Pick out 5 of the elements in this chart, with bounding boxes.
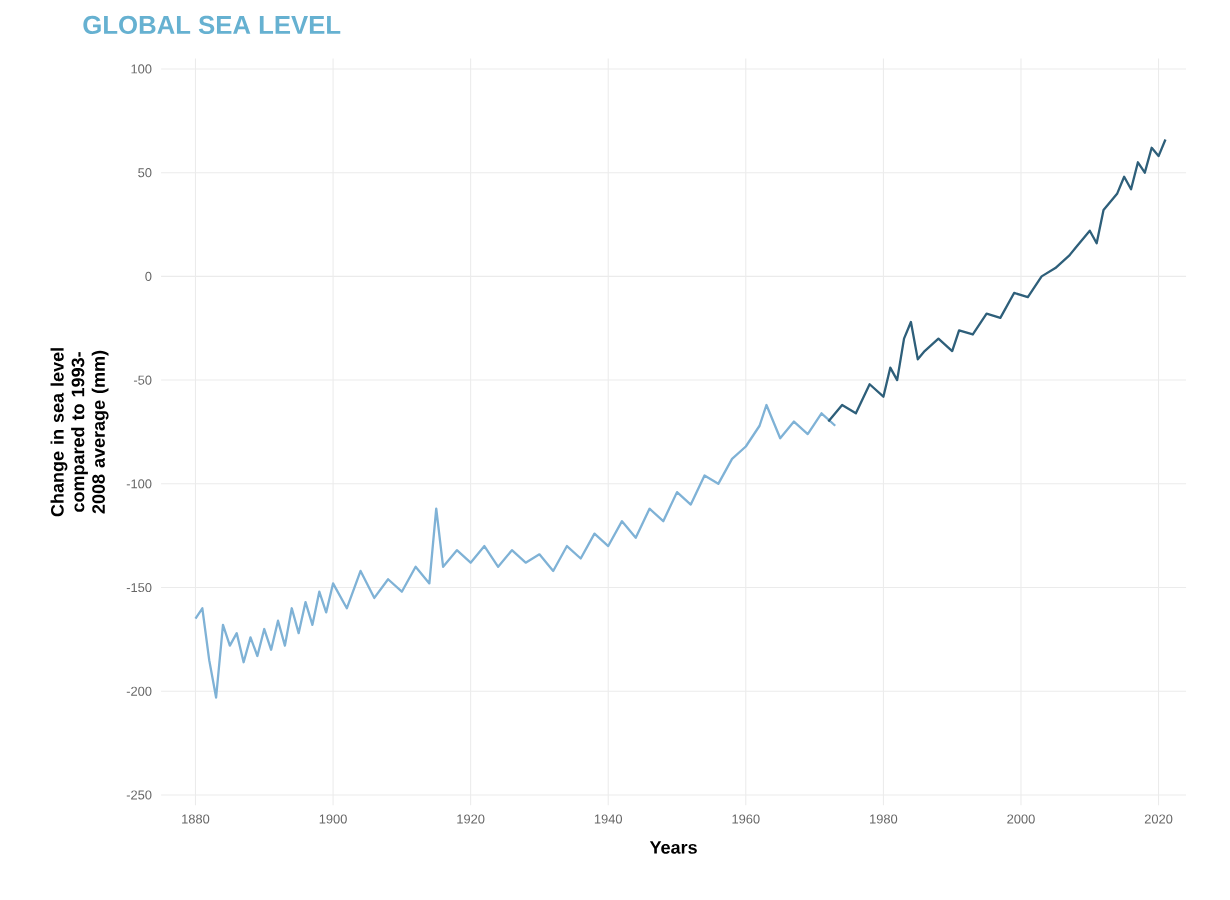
chart-title: GLOBAL SEA LEVEL: [83, 15, 341, 34]
y-axis-title: Change in sea level compared to 1993-2008 average (mm): [50, 347, 109, 517]
x-axis-title: Years: [649, 840, 697, 854]
line-series: [827, 138, 1167, 423]
line-series: [194, 403, 837, 699]
